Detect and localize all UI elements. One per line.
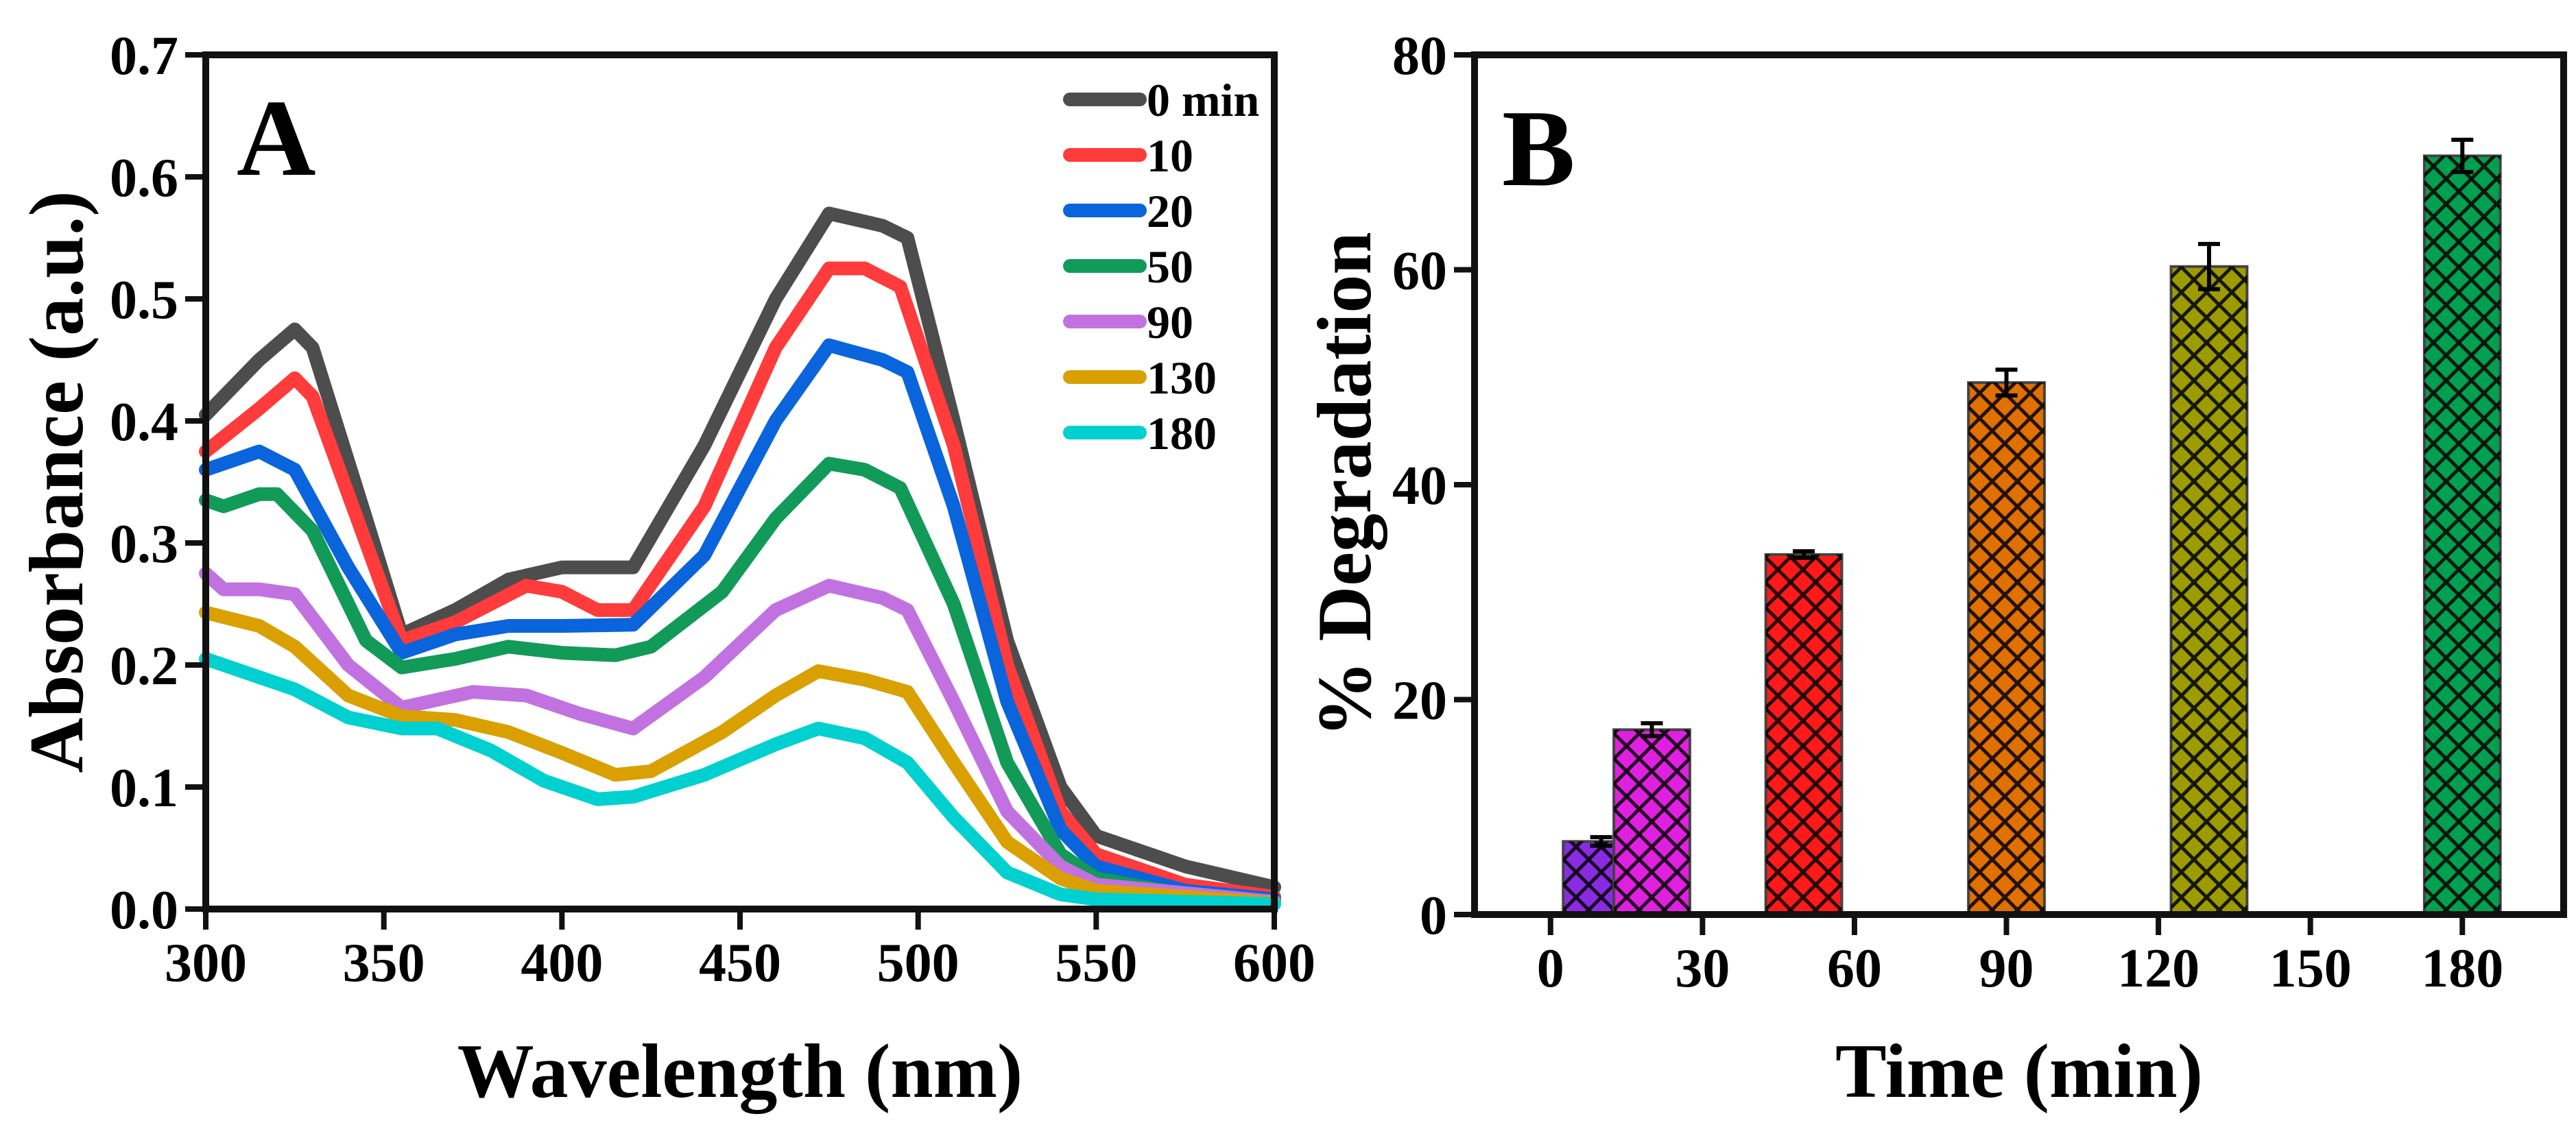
bar-pattern [1765, 554, 1842, 915]
y-tick-label: 0.0 [110, 880, 178, 941]
y-tick-label: 20 [1392, 671, 1447, 731]
x-tick-label: 120 [2117, 939, 2199, 999]
x-tick-label: 180 [2421, 939, 2503, 999]
y-axis-title: % Degradation [1302, 232, 1387, 737]
y-tick-label: 0.1 [110, 758, 178, 819]
series-line-10 [199, 261, 1281, 904]
series-line-180 [199, 652, 1281, 911]
legend-label: 10 [1147, 130, 1193, 182]
y-tick-label: 0.3 [110, 514, 178, 574]
legend-label: 90 [1147, 296, 1193, 348]
x-tick-label: 150 [2269, 939, 2352, 999]
series-line-90 [199, 566, 1281, 909]
bar-pattern [1614, 729, 1690, 915]
panel-label: B [1502, 87, 1575, 209]
bar-pattern [2171, 266, 2247, 915]
series-line-20 [199, 338, 1281, 906]
y-tick-label: 0 [1420, 886, 1447, 946]
x-axis-title: Wavelength (nm) [457, 1029, 1023, 1114]
panel-a-absorbance-chart: 300 350 400 450 500 550 600 0.0 0.1 0.2 0.3 0.4 0.5 0… [14, 26, 1315, 1114]
legend-label: 0 min [1147, 74, 1259, 126]
legend-label: 50 [1147, 241, 1193, 293]
y-tick-label: 80 [1392, 26, 1447, 86]
legend-label: 130 [1147, 352, 1217, 404]
x-tick-label: 350 [343, 933, 425, 993]
x-axis-title: Time (min) [1835, 1029, 2203, 1114]
y-tick-label: 60 [1392, 241, 1447, 302]
legend-label: 20 [1147, 185, 1193, 237]
x-tick-label: 500 [877, 933, 959, 993]
y-tick-label: 0.6 [110, 148, 178, 208]
x-tick-label: 550 [1055, 933, 1137, 993]
x-tick-label: 0 [1537, 939, 1564, 999]
panel-label: A [237, 77, 316, 199]
x-tick-label: 450 [699, 933, 781, 993]
y-tick-label: 0.7 [110, 26, 178, 86]
y-tick-label: 40 [1392, 456, 1447, 516]
x-tick-label: 600 [1233, 933, 1315, 993]
y-tick-label: 0.2 [110, 636, 178, 697]
x-tick-label: 60 [1827, 939, 1882, 999]
series-line-50 [199, 457, 1281, 909]
legend-label: 180 [1147, 407, 1217, 459]
bar-pattern [1968, 383, 2044, 915]
y-tick-label: 0.4 [110, 392, 178, 452]
x-tick-label: 300 [165, 933, 247, 993]
y-axis-title: Absorbance (a.u.) [14, 191, 99, 773]
x-tick-label: 90 [1979, 939, 2034, 999]
x-tick-label: 400 [521, 933, 603, 993]
bar-pattern [2424, 156, 2501, 915]
panel-b-degradation-chart: 0 30 60 90 120 150 180 0 20 40 60 80 Time (min) % Deg… [1302, 26, 2567, 1114]
series-line-0-min [199, 206, 1281, 894]
x-tick-label: 30 [1675, 939, 1730, 999]
series-line-130 [199, 605, 1281, 910]
y-tick-label: 0.5 [110, 270, 178, 330]
